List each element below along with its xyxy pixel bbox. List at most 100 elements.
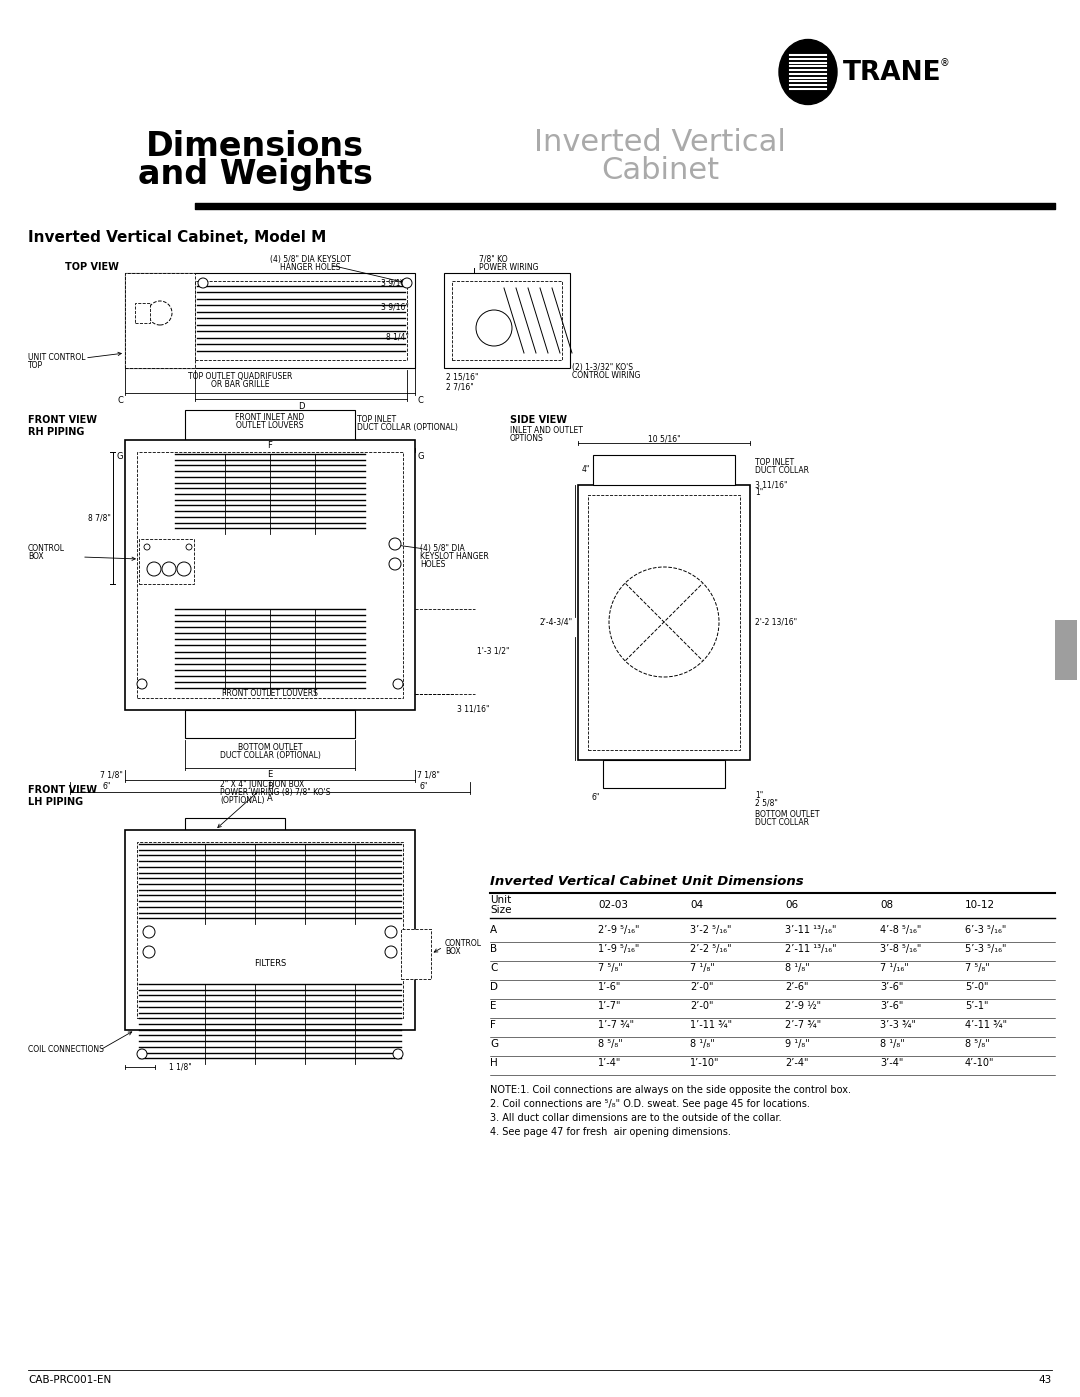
Text: 2’-9 ½": 2’-9 ½"	[785, 1002, 821, 1011]
Text: TOP OUTLET QUADRIFUSER: TOP OUTLET QUADRIFUSER	[188, 372, 293, 381]
Text: 3’-11 ¹³/₁₆": 3’-11 ¹³/₁₆"	[785, 925, 837, 935]
Text: (4) 5/8" DIA KEYSLOT: (4) 5/8" DIA KEYSLOT	[270, 256, 350, 264]
Text: 3 9/16": 3 9/16"	[381, 278, 409, 286]
Text: OUTLET LOUVERS: OUTLET LOUVERS	[237, 420, 303, 430]
Text: 1’-9 ⁵/₁₆": 1’-9 ⁵/₁₆"	[598, 944, 639, 954]
Text: 2 5/8": 2 5/8"	[755, 799, 778, 807]
Text: 1’-10": 1’-10"	[690, 1058, 719, 1067]
Text: 8 ⁵/₈": 8 ⁵/₈"	[598, 1039, 623, 1049]
Text: Inverted Vertical: Inverted Vertical	[535, 129, 786, 156]
Text: 7 ⁵/₈": 7 ⁵/₈"	[598, 963, 623, 972]
Text: 2 7/16": 2 7/16"	[446, 381, 474, 391]
Text: OPTIONS: OPTIONS	[510, 434, 543, 443]
Bar	[185, 409, 355, 440]
Text: AIR: AIR	[657, 617, 671, 626]
Bar	[125, 272, 415, 367]
Circle shape	[143, 946, 156, 958]
Text: 2’-7 ¾": 2’-7 ¾"	[785, 1020, 821, 1030]
Text: COIL CONNECTIONS: COIL CONNECTIONS	[28, 1045, 104, 1053]
Text: 6": 6"	[592, 793, 600, 802]
Text: 1": 1"	[755, 791, 764, 800]
Text: C: C	[490, 963, 498, 972]
Text: D: D	[298, 402, 305, 411]
Text: 7/8" KO: 7/8" KO	[480, 256, 508, 264]
Text: 8 ¹/₈": 8 ¹/₈"	[690, 1039, 715, 1049]
Circle shape	[177, 562, 191, 576]
Circle shape	[162, 562, 176, 576]
Bar	[125, 440, 415, 710]
Text: 3 11/16": 3 11/16"	[457, 704, 489, 712]
Text: 1’-7 ¾": 1’-7 ¾"	[598, 1020, 634, 1030]
Text: 7 ⁵/₈": 7 ⁵/₈"	[966, 963, 990, 972]
Text: 5’-3 ⁵/₁₆": 5’-3 ⁵/₁₆"	[966, 944, 1007, 954]
Text: 1’-11 ¾": 1’-11 ¾"	[690, 1020, 732, 1030]
Bar	[137, 842, 403, 1018]
Text: BOX: BOX	[28, 552, 43, 562]
Bar	[195, 281, 407, 360]
Text: 3’-3 ¾": 3’-3 ¾"	[880, 1020, 916, 1030]
Bar	[125, 272, 195, 367]
Text: 2’-11 ¹³/₁₆": 2’-11 ¹³/₁₆"	[785, 944, 837, 954]
Text: 3’-6": 3’-6"	[880, 982, 903, 992]
Text: B: B	[267, 782, 273, 791]
Text: FRONT OUTLET LOUVERS: FRONT OUTLET LOUVERS	[222, 689, 318, 698]
Text: HANGER HOLES: HANGER HOLES	[280, 263, 340, 272]
Text: 4’-10": 4’-10"	[966, 1058, 995, 1067]
Text: 8 ¹/₈": 8 ¹/₈"	[880, 1039, 905, 1049]
Text: DUCT COLLAR: DUCT COLLAR	[755, 819, 809, 827]
Text: 6’-3 ⁵/₁₆": 6’-3 ⁵/₁₆"	[966, 925, 1007, 935]
Text: 3 9/16": 3 9/16"	[381, 302, 409, 312]
Text: C: C	[417, 395, 423, 405]
Bar	[125, 830, 415, 1030]
Text: 06: 06	[785, 900, 798, 909]
Text: 1": 1"	[755, 488, 764, 497]
Text: C: C	[117, 395, 123, 405]
Bar	[401, 929, 431, 979]
Text: 6": 6"	[103, 782, 111, 791]
Text: H: H	[490, 1058, 498, 1067]
Text: 7 ¹/₁₆": 7 ¹/₁₆"	[880, 963, 908, 972]
Text: DUCT COLLAR (OPTIONAL): DUCT COLLAR (OPTIONAL)	[219, 752, 321, 760]
Text: FRONT VIEW: FRONT VIEW	[28, 415, 97, 425]
Text: 2'-2 13/16": 2'-2 13/16"	[755, 617, 797, 626]
Text: 4’-11 ¾": 4’-11 ¾"	[966, 1020, 1008, 1030]
Text: Unit: Unit	[490, 895, 511, 905]
Text: OR BAR GRILLE: OR BAR GRILLE	[211, 380, 269, 388]
Text: 2’-0": 2’-0"	[690, 982, 714, 992]
Text: CONTROL: CONTROL	[445, 939, 482, 949]
Text: 1’-6": 1’-6"	[598, 982, 621, 992]
Text: CONTROL WIRING: CONTROL WIRING	[572, 372, 640, 380]
Text: Inverted Vertical Cabinet Unit Dimensions: Inverted Vertical Cabinet Unit Dimension…	[490, 875, 804, 888]
Circle shape	[147, 562, 161, 576]
Text: TOP: TOP	[28, 360, 43, 370]
Text: 4. See page 47 for fresh  air opening dimensions.: 4. See page 47 for fresh air opening dim…	[490, 1127, 731, 1137]
Circle shape	[186, 543, 192, 550]
Text: 43: 43	[1039, 1375, 1052, 1384]
Circle shape	[144, 543, 150, 550]
Text: TRANE: TRANE	[843, 60, 942, 87]
Text: BOTTOM OUTLET: BOTTOM OUTLET	[755, 810, 820, 819]
Circle shape	[198, 278, 208, 288]
Text: RH PIPING: RH PIPING	[28, 427, 84, 437]
Text: 2" X 4" JUNCTION BOX: 2" X 4" JUNCTION BOX	[220, 780, 305, 789]
Text: TOP INLET: TOP INLET	[357, 415, 396, 425]
Text: KEYSLOT HANGER: KEYSLOT HANGER	[420, 552, 489, 562]
Circle shape	[137, 1049, 147, 1059]
Text: 5’-0": 5’-0"	[966, 982, 988, 992]
Text: 7 1/8": 7 1/8"	[417, 770, 440, 780]
Text: 6": 6"	[420, 782, 429, 791]
Text: 2. Coil connections are ⁵/₈" O.D. sweat. See page 45 for locations.: 2. Coil connections are ⁵/₈" O.D. sweat.…	[490, 1099, 810, 1109]
Text: BOX: BOX	[445, 947, 461, 956]
Text: E: E	[490, 1002, 497, 1011]
Text: 8 1/4": 8 1/4"	[387, 332, 409, 342]
Text: 1'-3 1/2": 1'-3 1/2"	[477, 647, 510, 655]
Bar	[453, 281, 562, 360]
Text: FILTERS: FILTERS	[254, 958, 286, 968]
Text: 2’-9 ⁵/₁₆": 2’-9 ⁵/₁₆"	[598, 925, 639, 935]
Text: HOLES: HOLES	[420, 560, 445, 569]
Circle shape	[148, 300, 172, 326]
Text: 8 ⁵/₈": 8 ⁵/₈"	[966, 1039, 989, 1049]
Circle shape	[609, 567, 719, 678]
Bar	[588, 495, 740, 750]
Circle shape	[389, 538, 401, 550]
